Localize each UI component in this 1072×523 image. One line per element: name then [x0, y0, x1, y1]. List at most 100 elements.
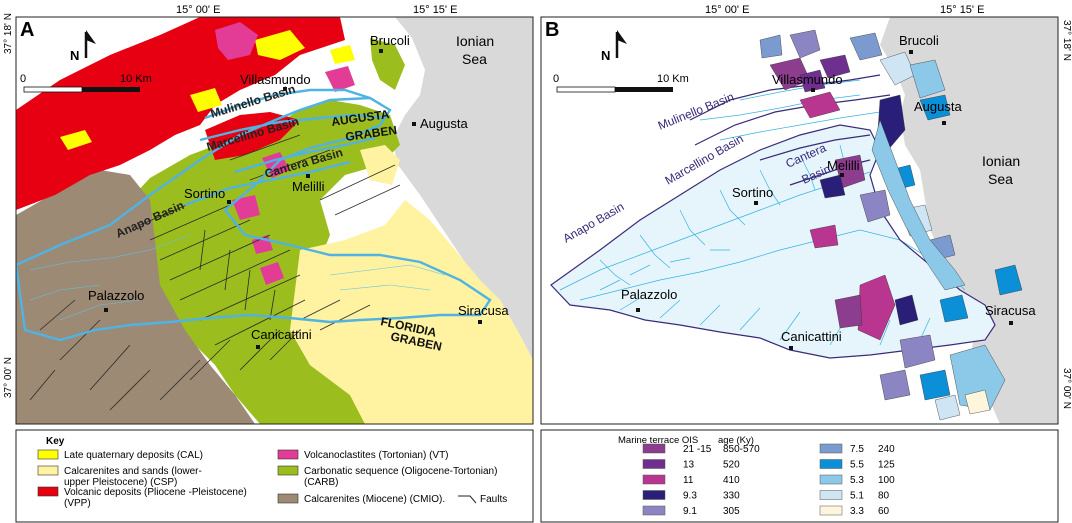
cal-unit [255, 30, 305, 60]
terrace-age: 330 [723, 491, 740, 502]
panel-b-coord-top-left: 15° 00' E [705, 4, 749, 16]
panel-a-frame [15, 16, 534, 425]
town-canicattini: Canicattini [251, 327, 312, 342]
terrace-legend-header-age: age (Ky) [718, 435, 754, 446]
terrace-age: 100 [878, 475, 895, 486]
panel-b-letter: B [545, 19, 559, 41]
key-swatch-csp [37, 465, 59, 476]
key-swatch-cmio [277, 493, 299, 504]
basin-outlines-a [16, 88, 492, 342]
terrace-swatch [642, 459, 666, 469]
key-swatch-vt [277, 449, 299, 460]
panel-b-scale-ten: 10 Km [657, 73, 689, 85]
terrace-swatch [642, 490, 666, 500]
terrace-ois: 21 -15 [683, 444, 712, 455]
faults [29, 134, 401, 411]
panel-a-towns: Brucoli Villasmundo Augusta Melilli Sort… [88, 33, 509, 349]
panel-b-coord-right-bottom: 37° 00' N [1061, 368, 1072, 409]
cal-unit-2 [190, 88, 222, 112]
terrace-legend-header-ois: Marine terrace OIS [618, 435, 698, 446]
key-label-vpp-2: (VPP) [64, 498, 91, 509]
terrace-swatch [642, 443, 666, 454]
terrace-ois: 9.3 [683, 491, 697, 502]
terrace-swatch [642, 474, 666, 485]
town-siracusa: Siracusa [458, 303, 509, 318]
b-town-palazzolo: Palazzolo [621, 287, 677, 302]
terrace-age: 520 [723, 460, 740, 471]
b-town-brucoli: Brucoli [899, 33, 939, 48]
terrace-ois: 5.1 [850, 491, 864, 502]
panel-a-map [16, 17, 533, 424]
town-augusta: Augusta [420, 116, 468, 131]
key-label-faults: Faults [480, 494, 507, 505]
cmio-unit [16, 170, 255, 424]
key-label-cal: Late quaternary deposits (CAL) [64, 450, 203, 461]
panel-b-coord-top-right: 15° 15' E [940, 4, 984, 16]
terrace-legend: Marine terrace OIS age (Ky) 21 -15 850-57… [540, 429, 1059, 523]
key-fault-symbol [458, 495, 477, 504]
terrace-age: 850-570 [723, 444, 760, 455]
panel-b-frame [540, 16, 1059, 425]
key-legend: Key Late quaternary deposits (CAL) Calca… [15, 429, 534, 523]
key-label-csp-1: Calcarenites and sands (lower- [64, 466, 202, 477]
panel-b-north-label: N [601, 48, 610, 63]
b-town-melilli: Melilli [827, 158, 860, 173]
panel-a-sea-line2: Sea [462, 51, 487, 67]
terrace-swatch [819, 474, 843, 485]
key-label-vt: Volcanoclastites (Tortonian) (VT) [304, 450, 449, 461]
panel-b-scale-zero: 0 [553, 73, 559, 85]
key-swatch-vpp [37, 486, 59, 497]
terrace-ois: 11 [683, 475, 694, 486]
rivers-a [29, 234, 446, 321]
terrace-age: 410 [723, 475, 740, 486]
terrace-swatch [819, 443, 843, 454]
key-label-cmio: Calcarenites (Miocene) (CMIO). [304, 494, 445, 505]
panel-a-north-arrow: N [70, 30, 96, 63]
panel-a-coord-left-bottom: 37° 00' N [3, 357, 14, 398]
key-swatch-cal [37, 449, 59, 460]
terrace-swatch [819, 505, 843, 516]
terrace-ois: 13 [683, 460, 695, 471]
panel-a-coord-top-left: 15° 00' E [176, 4, 220, 16]
vt-unit-2 [325, 66, 355, 92]
terrace-patches [759, 29, 1023, 421]
csp-unit-north [360, 145, 400, 185]
terrace-age: 240 [878, 444, 895, 455]
carb-unit-ne [370, 38, 405, 90]
b-town-canicattini: Canicattini [781, 329, 842, 344]
panel-b-sea-line2: Sea [988, 171, 1013, 187]
terrace-age: 125 [878, 460, 895, 471]
panel-b-sea-line1: Ionian [982, 153, 1020, 169]
terrace-age: 305 [723, 506, 740, 517]
vt-unit-4 [232, 195, 260, 220]
terrace-swatch [819, 459, 843, 469]
terrace-swatch [642, 505, 666, 516]
town-villasmundo: Villasmundo [240, 72, 311, 87]
vpp-unit-2 [205, 112, 300, 160]
b-town-sortino: Sortino [732, 185, 773, 200]
panel-a-sea-line1: Ionian [456, 33, 494, 49]
panel-a-graben-labels: AUGUSTA GRABEN FLORIDIA GRABEN [330, 107, 443, 354]
terrace-ois: 3.3 [850, 506, 864, 517]
vt-unit-5 [260, 262, 284, 285]
key-label-vpp-1: Volcanic deposits (Pliocene -Pleistocene… [64, 487, 247, 498]
town-palazzolo: Palazzolo [88, 288, 144, 303]
town-brucoli: Brucoli [370, 33, 410, 48]
b-town-augusta: Augusta [914, 99, 962, 114]
carb-unit [120, 100, 400, 424]
cal-unit-3 [60, 130, 92, 150]
terrace-swatch [819, 490, 843, 500]
terrace-ois: 5.3 [850, 475, 864, 486]
panel-a-coord-left-top: 37° 18' N [3, 13, 14, 54]
panel-b-coord-right-top: 37° 18' N [1061, 20, 1072, 61]
panel-b-map [541, 17, 1058, 424]
panel-b-towns: Brucoli Villasmundo Augusta Melilli Sort… [621, 33, 1036, 350]
panel-b-scale-bar: 0 10 Km [553, 73, 689, 93]
terrace-ois: 7.5 [850, 444, 864, 455]
panel-a-letter: A [20, 19, 34, 41]
b-town-villasmundo: Villasmundo [772, 72, 843, 87]
key-label-carb-1: Carbonatic sequence (Oligocene-Tortonian… [304, 466, 497, 477]
key-label-csp-2: upper Pleistocene) (CSP) [64, 477, 177, 488]
sea-area-b [880, 17, 1058, 424]
